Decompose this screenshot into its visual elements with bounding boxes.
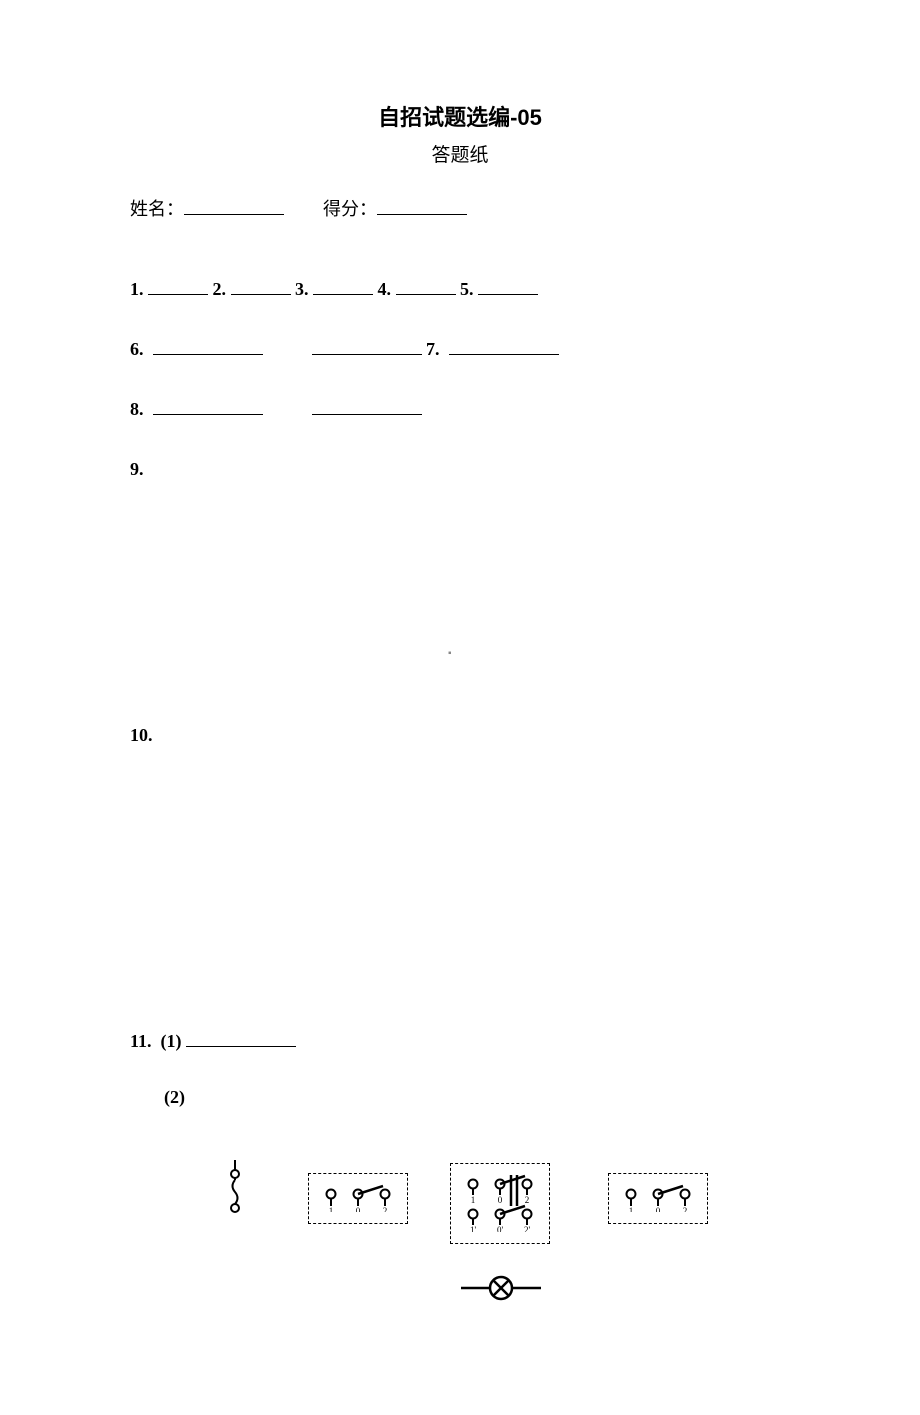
row-q1-5: 1. 2. 3. 4. 5. bbox=[130, 271, 790, 307]
svg-text:1: 1 bbox=[629, 1206, 634, 1212]
q4-blank bbox=[396, 276, 456, 295]
svg-text:0: 0 bbox=[656, 1206, 661, 1212]
name-blank bbox=[184, 196, 284, 215]
q7-blank bbox=[449, 336, 559, 355]
qnum-3: 3. bbox=[295, 279, 309, 299]
row-q9: 9. bbox=[130, 451, 790, 487]
qnum-2: 2. bbox=[213, 279, 227, 299]
qnum-1: 1. bbox=[130, 279, 144, 299]
lamp-icon bbox=[461, 1275, 541, 1301]
score-label: 得分： bbox=[323, 195, 377, 221]
qnum-7: 7. bbox=[426, 339, 440, 359]
name-label: 姓名： bbox=[130, 195, 184, 221]
q1-blank bbox=[148, 276, 208, 295]
svg-text:1: 1 bbox=[329, 1206, 334, 1212]
q11-part1: (1) bbox=[161, 1031, 182, 1051]
row-q6-7: 6. 7. bbox=[130, 331, 790, 367]
q6-blank-1 bbox=[153, 336, 263, 355]
qnum-4: 4. bbox=[378, 279, 392, 299]
q11-1-blank bbox=[186, 1028, 296, 1047]
q6-blank-2 bbox=[312, 336, 422, 355]
row-q11-1: 11. (1) bbox=[130, 1023, 790, 1059]
row-q11-2: (2) bbox=[164, 1079, 790, 1115]
qnum-6: 6. bbox=[130, 339, 144, 359]
svg-text:0': 0' bbox=[497, 1225, 504, 1232]
svg-text:2: 2 bbox=[683, 1206, 688, 1212]
svg-text:0: 0 bbox=[356, 1206, 361, 1212]
page-title-main: 自招试题选编-05 bbox=[130, 100, 790, 132]
svg-text:1: 1 bbox=[471, 1195, 476, 1205]
switch-single-1: 1 0 2 bbox=[308, 1173, 408, 1224]
q8-blank-1 bbox=[153, 396, 263, 415]
qnum-11: 11. bbox=[130, 1031, 152, 1051]
page-title-sub: 答题纸 bbox=[130, 140, 790, 167]
row-q8: 8. bbox=[130, 391, 790, 427]
center-dot: ▪ bbox=[448, 648, 452, 659]
q2-blank bbox=[231, 276, 291, 295]
q8-blank-2 bbox=[312, 396, 422, 415]
switch-single-2: 1 0 2 bbox=[608, 1173, 708, 1224]
qnum-10: 10. bbox=[130, 725, 153, 745]
score-blank bbox=[377, 196, 467, 215]
info-row: 姓名： 得分： bbox=[130, 195, 790, 221]
svg-text:0: 0 bbox=[498, 1195, 503, 1205]
svg-text:1': 1' bbox=[470, 1225, 477, 1232]
qnum-5: 5. bbox=[460, 279, 474, 299]
qnum-9: 9. bbox=[130, 459, 144, 479]
svg-text:2': 2' bbox=[524, 1225, 531, 1232]
row-q10: 10. bbox=[130, 717, 790, 753]
circuit-diagrams: 1 0 2 1 0 bbox=[130, 1155, 790, 1355]
q11-part2: (2) bbox=[164, 1087, 185, 1107]
q3-blank bbox=[313, 276, 373, 295]
switch-double: 1 0 2 1' 0' 2' bbox=[450, 1163, 550, 1244]
svg-text:2: 2 bbox=[525, 1195, 530, 1205]
svg-text:2: 2 bbox=[383, 1206, 388, 1212]
fuse-icon bbox=[225, 1160, 245, 1216]
qnum-8: 8. bbox=[130, 399, 144, 419]
q5-blank bbox=[478, 276, 538, 295]
